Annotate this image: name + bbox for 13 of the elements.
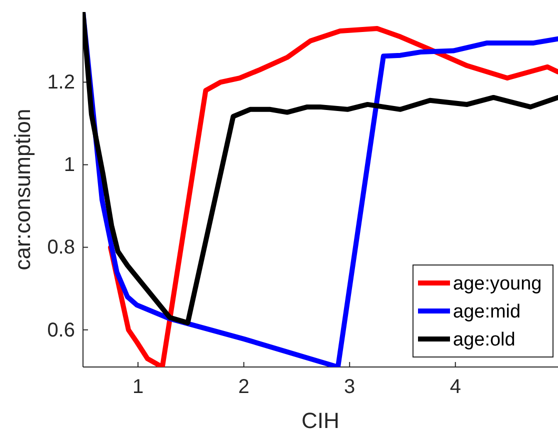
x-tick-label: 4 <box>450 376 461 398</box>
y-tick-label: 0.8 <box>47 236 75 259</box>
y-tick-label: 1.2 <box>47 72 75 94</box>
y-tick-label: 0.6 <box>47 319 75 342</box>
x-tick-label: 2 <box>238 376 250 398</box>
y-axis-title: car:consumption <box>10 108 35 270</box>
y-tick-label: 1 <box>64 154 75 176</box>
legend-label: age:mid <box>453 302 521 323</box>
x-tick-label: 3 <box>344 376 356 398</box>
legend-label: age:old <box>453 330 516 351</box>
x-axis-title: CIH <box>302 408 340 433</box>
legend-label: age:young <box>453 274 542 295</box>
x-tick-label: 1 <box>132 376 144 398</box>
